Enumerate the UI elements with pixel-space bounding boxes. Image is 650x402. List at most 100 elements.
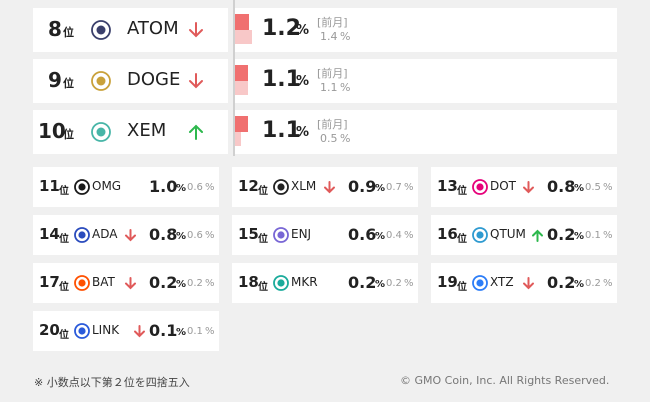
coin-name: DOGE bbox=[127, 69, 181, 90]
prev-share-unit: % bbox=[404, 230, 414, 241]
rank-card bbox=[431, 215, 617, 255]
prev-share-unit: % bbox=[205, 230, 215, 241]
coin-name: BAT bbox=[92, 275, 115, 289]
rank-number: 20 bbox=[39, 321, 60, 339]
prev-share-unit: % bbox=[603, 230, 613, 241]
rank-suffix: 位 bbox=[457, 186, 467, 197]
trend-arrow bbox=[125, 228, 136, 241]
trend-arrow bbox=[189, 22, 203, 38]
prev-share-value: 0.4 bbox=[386, 230, 402, 241]
prev-share-value: 0.2 bbox=[386, 278, 402, 289]
rank-suffix: 位 bbox=[457, 282, 467, 293]
rank-number: 12 bbox=[238, 177, 259, 195]
share-card bbox=[235, 8, 617, 52]
share-bar bbox=[235, 65, 249, 81]
prev-share-unit: % bbox=[340, 132, 351, 145]
trend-arrow bbox=[324, 180, 335, 193]
prev-share-unit: % bbox=[205, 326, 215, 337]
share-unit: % bbox=[574, 231, 585, 242]
rank-suffix: 位 bbox=[258, 186, 268, 197]
prev-month-label: [前月] bbox=[317, 118, 348, 131]
coin-icon bbox=[74, 227, 90, 243]
share-value: 0.1 bbox=[149, 321, 178, 340]
rank-suffix: 位 bbox=[258, 234, 268, 245]
rank-number: 17 bbox=[39, 273, 60, 291]
share-unit: % bbox=[574, 183, 585, 194]
coin-icon bbox=[74, 179, 90, 195]
prev-share-unit: % bbox=[340, 30, 351, 43]
share-unit: % bbox=[375, 231, 386, 242]
share-unit: % bbox=[375, 279, 386, 290]
rank-number: 10 bbox=[38, 119, 66, 143]
rank-number: 18 bbox=[238, 273, 259, 291]
share-card bbox=[235, 59, 617, 103]
share-bar bbox=[235, 14, 250, 30]
rank-suffix: 位 bbox=[63, 77, 74, 90]
rank-number: 11 bbox=[39, 177, 60, 195]
rank-card bbox=[232, 215, 418, 255]
coin-name: LINK bbox=[92, 323, 120, 337]
share-value: 0.2 bbox=[348, 273, 377, 292]
rank-card bbox=[33, 311, 219, 351]
rank-suffix: 位 bbox=[63, 128, 74, 141]
prev-share-value: 0.1 bbox=[187, 326, 203, 337]
rank-suffix: 位 bbox=[63, 26, 74, 39]
share-value: 1.1 bbox=[262, 118, 301, 143]
rank-suffix: 位 bbox=[59, 282, 69, 293]
coin-name: ATOM bbox=[127, 18, 179, 39]
prev-share-unit: % bbox=[205, 278, 215, 289]
rank-card bbox=[33, 167, 219, 207]
share-unit: % bbox=[296, 74, 310, 89]
copyright: © GMO Coin, Inc. All Rights Reserved. bbox=[400, 374, 610, 387]
coin-icon bbox=[273, 275, 289, 291]
rank-suffix: 位 bbox=[59, 234, 69, 245]
prev-share-bar bbox=[235, 132, 241, 146]
coin-icon bbox=[472, 227, 488, 243]
rank-number: 19 bbox=[437, 273, 458, 291]
share-unit: % bbox=[176, 279, 187, 290]
share-unit: % bbox=[176, 183, 187, 194]
trend-arrow bbox=[523, 276, 534, 289]
coin-name: XTZ bbox=[490, 275, 514, 289]
rank-card bbox=[232, 263, 418, 303]
prev-share-unit: % bbox=[205, 182, 215, 193]
share-value: 1.2 bbox=[262, 16, 301, 41]
prev-share-value: 0.7 bbox=[386, 182, 402, 193]
prev-month-label: [前月] bbox=[317, 67, 348, 80]
trend-arrow bbox=[532, 229, 543, 242]
share-value: 0.2 bbox=[149, 273, 178, 292]
prev-share-value: 0.2 bbox=[187, 278, 203, 289]
prev-share-unit: % bbox=[603, 278, 613, 289]
coin-icon bbox=[74, 323, 90, 339]
prev-share-value: 0.2 bbox=[585, 278, 601, 289]
trend-arrow bbox=[134, 324, 145, 337]
rank-number: 9 bbox=[48, 68, 62, 92]
share-value: 0.9 bbox=[348, 177, 377, 196]
share-bar bbox=[235, 116, 249, 132]
rank-suffix: 位 bbox=[59, 186, 69, 197]
prev-month-label: [前月] bbox=[317, 16, 348, 29]
prev-share-value: 1.4 bbox=[320, 30, 338, 43]
rank-number: 8 bbox=[48, 17, 62, 41]
divider bbox=[233, 0, 235, 156]
coin-icon bbox=[273, 227, 289, 243]
trend-arrow bbox=[523, 180, 534, 193]
prev-share-value: 0.5 bbox=[585, 182, 601, 193]
rank-number: 15 bbox=[238, 225, 259, 243]
prev-share-unit: % bbox=[404, 278, 414, 289]
coin-icon bbox=[91, 20, 111, 40]
rank-number: 16 bbox=[437, 225, 458, 243]
share-unit: % bbox=[296, 23, 310, 38]
rank-number: 13 bbox=[437, 177, 458, 195]
rank-suffix: 位 bbox=[258, 282, 268, 293]
coin-name: OMG bbox=[92, 179, 122, 193]
coin-icon bbox=[472, 275, 488, 291]
share-unit: % bbox=[574, 279, 585, 290]
rank-number: 14 bbox=[39, 225, 60, 243]
coin-icon bbox=[472, 179, 488, 195]
share-unit: % bbox=[176, 327, 187, 338]
prev-share-value: 1.1 bbox=[320, 81, 338, 94]
share-value: 0.8 bbox=[149, 225, 178, 244]
share-card bbox=[235, 110, 617, 154]
